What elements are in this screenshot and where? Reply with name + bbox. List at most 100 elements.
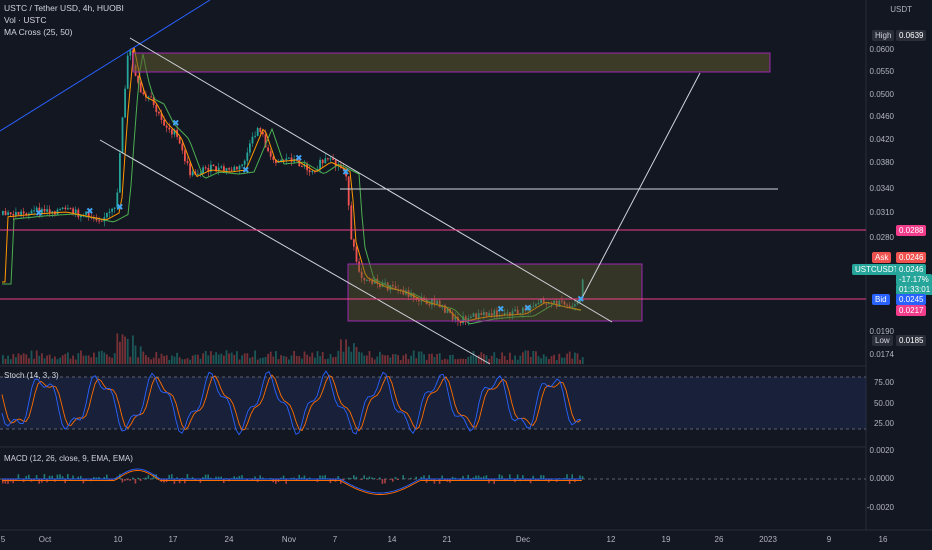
candle-body: [540, 298, 542, 304]
candle-body: [243, 160, 246, 165]
volume-bar: [90, 357, 93, 364]
candle-body: [402, 289, 405, 295]
candle-body: [212, 164, 215, 167]
macd-histogram-bar: [392, 479, 394, 482]
macd-histogram-bar: [142, 478, 144, 479]
volume-bar: [288, 359, 290, 364]
candle-body: [80, 215, 82, 218]
volume-bar: [204, 350, 207, 364]
volume-bar: [100, 350, 103, 364]
candle-body: [178, 136, 181, 144]
candle-body: [431, 298, 433, 306]
macd-histogram-bar: [488, 479, 490, 484]
ma-cross-indicator-label[interactable]: MA Cross (25, 50): [4, 27, 73, 37]
volume-bar: [568, 351, 571, 364]
candle-body: [2, 210, 4, 215]
candle-body: [171, 129, 173, 135]
candle-body: [477, 313, 480, 320]
price-tick: 0.0460: [869, 112, 894, 121]
volume-bar: [399, 359, 402, 364]
candle-body: [259, 128, 262, 133]
volume-bar: [436, 354, 438, 364]
candle-body: [392, 284, 394, 287]
volume-indicator-label[interactable]: Vol · USTC: [4, 15, 47, 25]
candle-body: [251, 136, 254, 144]
symbol-title[interactable]: USTC / Tether USD, 4h, HUOBI: [4, 3, 124, 13]
volume-bar: [137, 357, 139, 364]
macd-histogram-bar: [134, 479, 137, 484]
candle-body: [241, 164, 243, 166]
macd-histogram-bar: [566, 474, 568, 479]
volume-bar: [576, 353, 579, 364]
volume-bar: [38, 355, 41, 364]
volume-bar: [178, 357, 181, 364]
candle-body: [571, 306, 574, 308]
macd-histogram-bar: [106, 474, 108, 479]
volume-bar: [121, 334, 124, 364]
macd-histogram-bar: [59, 474, 61, 479]
volume-bar: [269, 351, 272, 364]
macd-histogram-bar: [33, 479, 35, 481]
macd-line: [2, 468, 582, 494]
volume-bar: [496, 357, 498, 364]
macd-histogram-bar: [319, 475, 321, 479]
candle-body: [483, 312, 485, 315]
macd-histogram-bar: [462, 475, 464, 479]
macd-histogram-bar: [516, 474, 519, 479]
candle-body: [506, 312, 509, 314]
stoch-indicator-label[interactable]: Stoch (14, 3, 3): [4, 371, 59, 380]
volume-bar: [82, 355, 85, 364]
macd-histogram-bar: [77, 476, 79, 479]
macd-histogram-bar: [194, 479, 196, 481]
candle-body: [98, 220, 100, 222]
volume-bar: [228, 353, 230, 364]
volume-bar: [134, 345, 137, 364]
candle-body: [308, 170, 311, 173]
macd-histogram-bar: [191, 477, 194, 479]
volume-bar: [181, 359, 184, 364]
candle-body: [41, 208, 43, 215]
candle-body: [503, 313, 506, 316]
volume-bar: [129, 356, 132, 364]
volume-bar: [566, 353, 568, 364]
volume-bar: [197, 354, 199, 364]
volume-bar: [12, 354, 15, 364]
volume-bar: [7, 355, 9, 364]
volume-bar: [254, 350, 256, 364]
macd-histogram-bar: [415, 476, 417, 479]
macd-histogram-bar: [25, 475, 27, 479]
volume-bar: [64, 353, 67, 364]
stoch-tick: 50.00: [873, 399, 894, 408]
candle-body: [69, 208, 72, 210]
macd-histogram-bar: [223, 479, 225, 484]
macd-histogram-bar: [285, 479, 287, 484]
macd-histogram-bar: [17, 474, 20, 479]
volume-bar: [308, 356, 311, 364]
macd-histogram-bar: [501, 475, 503, 479]
candle-body: [100, 220, 103, 222]
volume-bar: [4, 358, 7, 364]
macd-histogram-bar: [524, 479, 527, 481]
volume-bar: [524, 350, 527, 364]
candle-body: [20, 211, 22, 215]
candle-body: [568, 305, 571, 308]
candle-body: [4, 210, 7, 216]
volume-bar: [303, 351, 306, 364]
last-price-tag: 0.0246: [896, 264, 927, 275]
volume-bar: [574, 352, 576, 364]
candle-body: [360, 271, 363, 278]
volume-bar: [511, 359, 514, 364]
candle-body: [542, 298, 545, 304]
volume-bar: [158, 358, 160, 364]
cross-marker: ✖: [295, 154, 303, 164]
volume-bar: [264, 356, 267, 364]
macd-indicator-label[interactable]: MACD (12, 26, close, 9, EMA, EMA): [4, 454, 133, 463]
volume-bar: [272, 356, 275, 364]
candle-body: [493, 310, 496, 316]
candle-body: [77, 209, 80, 218]
volume-bar: [347, 346, 350, 364]
candle-body: [228, 168, 230, 170]
candle-body: [470, 316, 472, 318]
candle-body: [7, 212, 9, 216]
